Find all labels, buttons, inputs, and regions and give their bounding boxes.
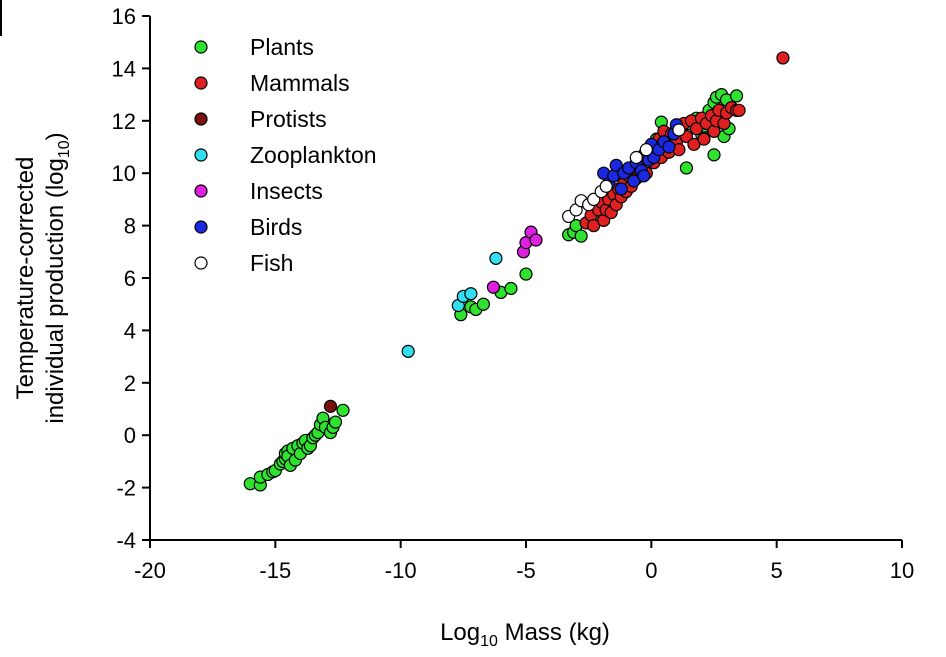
data-point: [486, 280, 501, 294]
x-tick-label: -20: [134, 558, 166, 583]
data-point: [489, 251, 503, 265]
y-tick-label: 4: [124, 318, 136, 343]
series-zooplankton: [401, 251, 503, 358]
legend-marker: [194, 76, 208, 90]
x-tick-label: 0: [645, 558, 657, 583]
y-tick-label: 6: [124, 266, 136, 291]
data-points: [243, 51, 790, 492]
y-tick-label: -4: [116, 528, 136, 553]
y-tick-label: 10: [112, 161, 136, 186]
legend-marker: [194, 112, 208, 126]
data-point: [687, 137, 701, 151]
x-tick-label: 10: [890, 558, 914, 583]
y-axis-title-line2: individual production (log10): [42, 132, 73, 423]
data-point: [637, 169, 651, 183]
data-point: [776, 51, 790, 65]
legend-label: Fish: [250, 250, 293, 276]
data-point: [401, 344, 415, 358]
legend-label: Mammals: [250, 70, 350, 96]
data-point: [614, 182, 628, 196]
y-tick-label: 2: [124, 371, 136, 396]
x-tick-label: -10: [385, 558, 417, 583]
legend-marker: [194, 184, 208, 198]
data-point: [599, 179, 613, 193]
data-point: [689, 122, 704, 136]
series-protists: [323, 399, 338, 413]
data-point: [574, 229, 588, 243]
series-birds: [597, 118, 684, 196]
y-tick-label: 12: [112, 109, 136, 134]
y-tick-label: 0: [124, 423, 136, 448]
x-tick-label: 5: [771, 558, 783, 583]
data-point: [504, 281, 518, 296]
data-point: [464, 287, 478, 301]
legend-marker: [194, 40, 208, 54]
series-insects: [486, 225, 543, 294]
y-tick-label: 14: [112, 56, 136, 81]
legend-marker: [194, 148, 208, 162]
series-fish: [562, 123, 686, 224]
legend-label: Insects: [250, 178, 323, 204]
data-point: [732, 103, 746, 117]
data-point: [707, 148, 721, 162]
data-point: [529, 233, 543, 247]
data-point: [662, 140, 676, 154]
x-tick-label: -15: [259, 558, 291, 583]
series-mammals: [579, 51, 790, 233]
y-tick-label: 16: [112, 4, 136, 29]
data-point: [476, 297, 490, 311]
data-point: [587, 219, 601, 233]
legend-marker: [194, 220, 208, 234]
x-axis-title: Log10 Mass (kg): [440, 619, 610, 650]
legend-marker: [194, 256, 208, 270]
data-point: [679, 161, 694, 175]
y-axis-title-line1: Temperature-corrected: [12, 157, 39, 400]
legend: Plants Mammals Protists Zooplankton Insects B…: [194, 34, 377, 276]
data-point: [729, 89, 744, 103]
data-point: [323, 399, 338, 413]
data-point: [672, 123, 686, 137]
legend-label: Protists: [250, 106, 327, 132]
legend-label: Zooplankton: [250, 142, 377, 168]
data-point: [587, 192, 601, 206]
data-point: [627, 174, 641, 188]
data-point: [336, 403, 350, 417]
data-point: [328, 415, 343, 429]
x-tick-label: -5: [516, 558, 536, 583]
data-point: [519, 267, 533, 281]
data-point: [609, 158, 623, 172]
legend-label: Plants: [250, 34, 314, 60]
data-point: [697, 132, 711, 146]
legend-label: Birds: [250, 214, 302, 240]
y-tick-label: -2: [116, 476, 136, 501]
y-tick-label: 8: [124, 214, 136, 239]
corner-mark: [0, 0, 2, 36]
data-point: [639, 143, 653, 157]
data-point: [629, 150, 643, 165]
